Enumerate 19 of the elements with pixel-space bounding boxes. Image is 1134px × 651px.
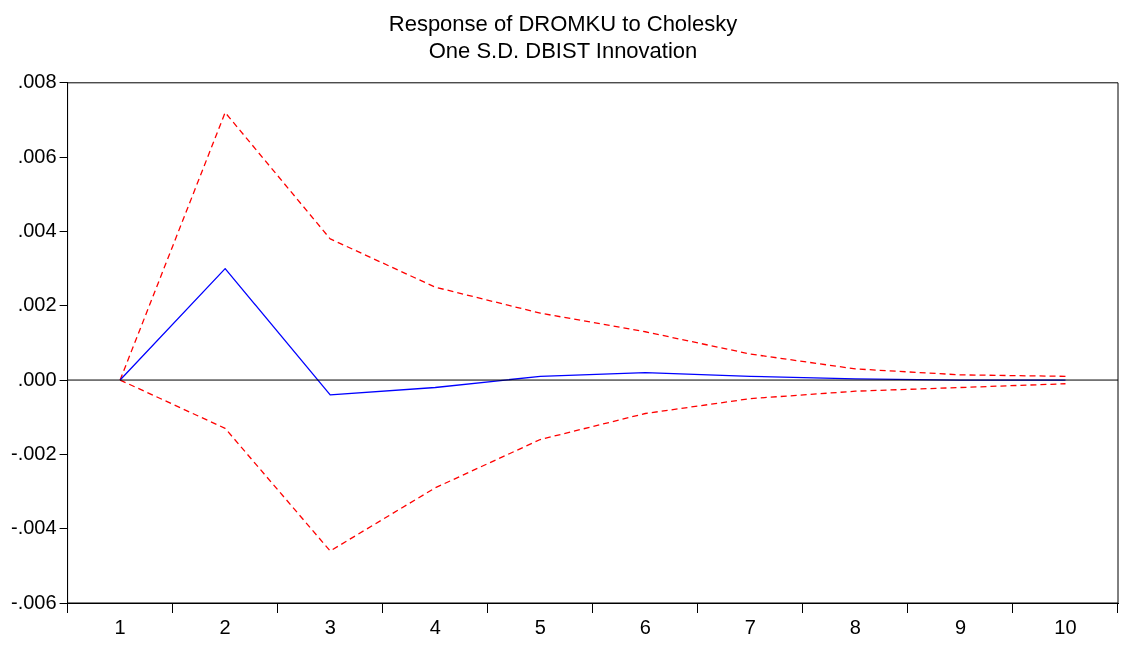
y-tick-label: -.004 [10, 516, 57, 539]
y-tick-label: .004 [17, 218, 57, 241]
y-tick-label: .006 [17, 144, 57, 167]
x-tick-label: 2 [219, 615, 231, 638]
y-tick-label: -.006 [10, 590, 57, 613]
x-tick-label: 6 [639, 615, 651, 638]
x-tick-label: 8 [849, 615, 861, 638]
x-tick-label: 4 [429, 615, 441, 638]
x-tick-label: 9 [954, 615, 966, 638]
x-tick-label: 7 [744, 615, 756, 638]
y-tick-label: .000 [17, 367, 57, 390]
chart-title: Response of DROMKU to Cholesky One S.D. DBIST Innovation [388, 11, 738, 63]
y-tick-label: .008 [17, 70, 57, 93]
y-tick-label: -.002 [10, 441, 57, 464]
x-tick-label: 5 [534, 615, 546, 638]
x-tick-label: 10 [1054, 615, 1077, 638]
x-tick-label: 1 [114, 615, 126, 638]
x-tick-label: 3 [324, 615, 336, 638]
y-tick-label: .002 [17, 293, 57, 316]
